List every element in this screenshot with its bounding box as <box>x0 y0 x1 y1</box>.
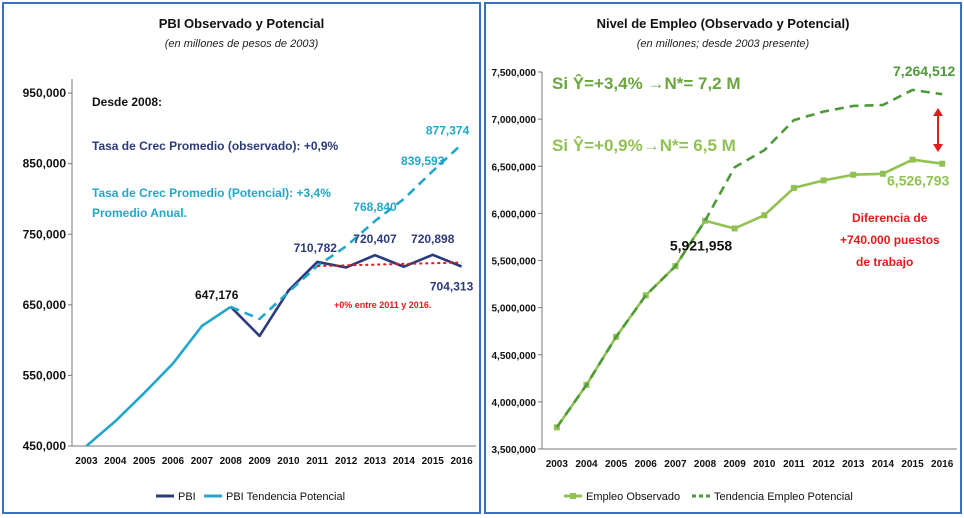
gdp-data-label: 704,313 <box>430 280 474 294</box>
gdp-legend-label: PBI <box>178 491 196 503</box>
emp-series-0-line <box>555 158 943 429</box>
emp-x-tick-label: 2012 <box>812 459 835 470</box>
emp-legend-label: Tendencia Empleo Potencial <box>714 491 853 503</box>
difference-note-3: de trabajo <box>856 255 914 269</box>
gdp-data-label: 720,407 <box>353 232 397 246</box>
gdp-y-tick-label: 550,000 <box>23 368 67 382</box>
emp-legend-marker <box>570 493 576 499</box>
gdp-x-tick-label: 2011 <box>306 456 328 467</box>
scenario-low-note: Si Ŷ=+0,9%→N*= 6,5 M <box>552 136 736 155</box>
emp-x-tick-label: 2004 <box>575 459 598 470</box>
emp-series-0-point <box>909 156 916 163</box>
emp-series-0-point <box>553 424 560 431</box>
gdp-data-label: 710,782 <box>294 241 338 255</box>
emp-x-tick-label: 2016 <box>931 459 954 470</box>
emp-series-0-point <box>731 225 738 232</box>
employment-chart-title: Nivel de Empleo (Observado y Potencial) <box>596 16 850 31</box>
emp-legend-label: Empleo Observado <box>586 491 680 503</box>
emp-y-tick-label: 5,000,000 <box>492 304 537 315</box>
scenario-high-note: Si Ŷ=+3,4% →N*= 7,2 M <box>552 74 741 93</box>
gdp-series-2-line <box>230 143 463 321</box>
gdp-data-label: 839,593 <box>401 154 445 168</box>
difference-arrow-head-up <box>933 108 943 116</box>
gdp-chart-plot: 450,000 550,000 650,000 750,000 850,000 950,0… <box>23 79 476 503</box>
gdp-x-tick-label: 2013 <box>364 456 387 467</box>
emp-y-tick-label: 6,500,000 <box>492 162 537 173</box>
gdp-chart-panel: PBI Observado y Potencial (en millones d… <box>2 2 481 514</box>
gdp-x-tick-label: 2004 <box>104 456 127 467</box>
gdp-x-tick-label: 2012 <box>335 456 358 467</box>
gdp-data-label: 647,176 <box>195 288 239 302</box>
emp-series-0-point <box>939 160 946 167</box>
emp-data-label: 6,526,793 <box>887 173 949 189</box>
emp-x-tick-label: 2008 <box>694 459 717 470</box>
gdp-y-tick-label: 650,000 <box>23 298 67 312</box>
gdp-x-tick-label: 2009 <box>248 456 271 467</box>
gdp-x-tick-label: 2006 <box>162 456 185 467</box>
flat-growth-note: +0% entre 2011 y 2016. <box>334 300 432 310</box>
emp-y-tick-label: 4,500,000 <box>492 351 537 362</box>
gdp-chart-title: PBI Observado y Potencial <box>158 16 325 31</box>
emp-x-tick-label: 2007 <box>664 459 687 470</box>
emp-series-1-line <box>555 88 943 429</box>
gdp-x-tick-label: 2007 <box>191 456 214 467</box>
gdp-series-3-line <box>317 261 462 268</box>
emp-x-tick-label: 2005 <box>605 459 628 470</box>
difference-arrow-head-down <box>933 144 943 152</box>
gdp-series-1-line <box>85 305 232 447</box>
employment-chart-subtitle: (en millones; desde 2003 presente) <box>636 38 810 50</box>
gdp-x-tick-label: 2010 <box>277 456 300 467</box>
gdp-x-tick-label: 2003 <box>75 456 98 467</box>
gdp-x-tick-label: 2014 <box>393 456 416 467</box>
employment-chart-panel: Nivel de Empleo (Observado y Potencial) … <box>484 2 962 514</box>
emp-series-0-point <box>790 184 797 191</box>
emp-x-tick-label: 2003 <box>546 459 569 470</box>
observed-growth-note: Tasa de Crec Promedio (observado): +0,9% <box>92 139 339 153</box>
emp-x-tick-label: 2014 <box>872 459 895 470</box>
emp-series-0-point <box>879 170 886 177</box>
emp-x-tick-label: 2006 <box>635 459 658 470</box>
gdp-y-tick-label: 950,000 <box>23 86 67 100</box>
emp-y-tick-label: 7,000,000 <box>492 115 537 126</box>
gdp-y-tick-label: 850,000 <box>23 157 67 171</box>
gdp-chart-subtitle: (en millones de pesos de 2003) <box>164 38 319 50</box>
difference-note-1: Diferencia de <box>852 211 928 225</box>
gdp-series-0-line <box>229 253 463 338</box>
emp-series-0-point <box>761 212 768 219</box>
gdp-x-tick-label: 2016 <box>450 456 473 467</box>
emp-x-tick-label: 2010 <box>753 459 776 470</box>
emp-y-tick-label: 3,500,000 <box>492 445 537 456</box>
emp-x-tick-label: 2009 <box>724 459 747 470</box>
emp-x-tick-label: 2011 <box>783 459 805 470</box>
emp-x-tick-label: 2015 <box>901 459 924 470</box>
difference-note-2: +740.000 puestos <box>840 233 940 247</box>
emp-y-tick-label: 7,500,000 <box>492 68 537 79</box>
emp-series-0-point <box>850 171 857 178</box>
emp-x-tick-label: 2013 <box>842 459 865 470</box>
emp-y-tick-label: 5,500,000 <box>492 257 537 268</box>
gdp-y-tick-label: 450,000 <box>23 439 67 453</box>
emp-series-0-point <box>820 177 827 184</box>
gdp-data-label: 877,374 <box>426 123 470 137</box>
potential-growth-note-2: Promedio Anual. <box>92 206 187 220</box>
gdp-data-label: 768,840 <box>353 200 397 214</box>
emp-series-0-point <box>642 292 649 299</box>
gdp-x-tick-label: 2015 <box>422 456 445 467</box>
emp-data-label: 7,264,512 <box>893 63 955 79</box>
gdp-x-tick-label: 2008 <box>220 456 243 467</box>
emp-y-tick-label: 4,000,000 <box>492 398 537 409</box>
since-2008-note: Desde 2008: <box>92 95 163 109</box>
gdp-legend-label: PBI Tendencia Potencial <box>226 491 345 503</box>
potential-growth-note: Tasa de Crec Promedio (Potencial): +3,4% <box>92 186 331 200</box>
employment-chart-plot: 3,500,000 4,000,000 4,500,000 5,000,000 5,50… <box>492 63 957 503</box>
gdp-x-tick-label: 2005 <box>133 456 156 467</box>
gdp-data-label: 720,898 <box>411 232 455 246</box>
emp-data-label: 5,921,958 <box>670 238 732 254</box>
gdp-y-tick-label: 750,000 <box>23 227 67 241</box>
emp-y-tick-label: 6,000,000 <box>492 209 537 220</box>
